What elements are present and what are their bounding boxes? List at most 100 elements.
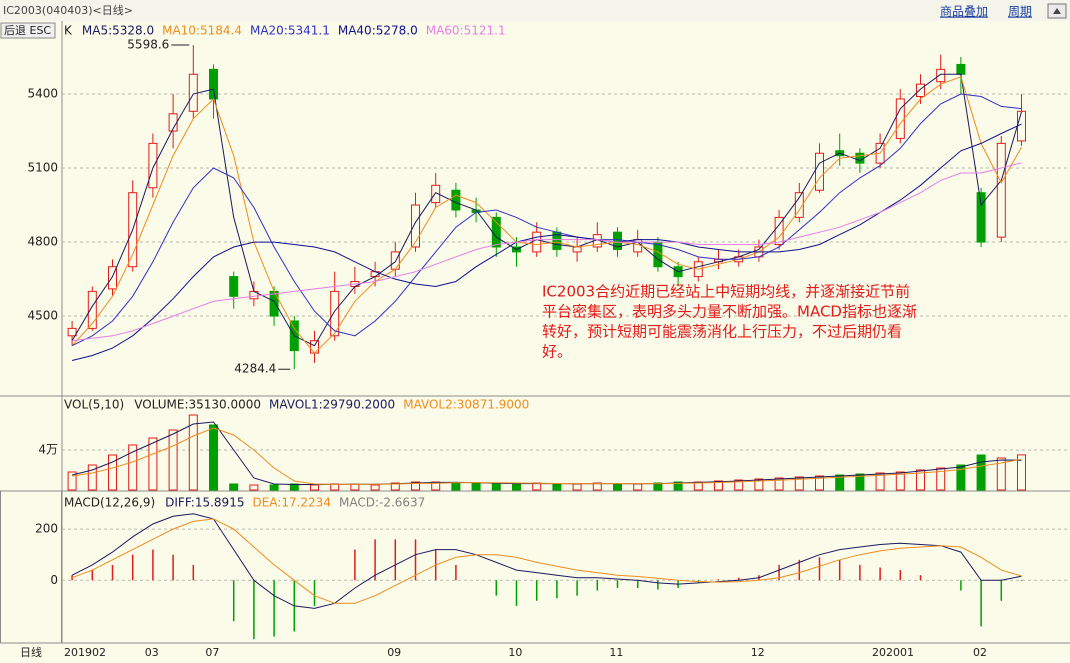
annotation-line: IC2003合约近期已经站上中短期均线，并逐渐接近节前	[542, 283, 910, 301]
volume-bar	[613, 483, 622, 491]
legend-entry: MA20:5341.1	[250, 24, 330, 38]
x-tick-label: 201902	[64, 646, 106, 659]
volume-bar	[249, 484, 259, 491]
volume-bar	[390, 482, 400, 491]
volume-bar	[754, 478, 764, 491]
panel-label: VOL(5,10)	[64, 398, 124, 412]
candle-body	[613, 231, 622, 250]
volume-bar	[592, 482, 602, 491]
legend-entry: MAVOL2:30871.9000	[403, 398, 529, 412]
volume-bar	[67, 471, 77, 491]
back-button[interactable]: 后退 ESC	[0, 22, 56, 39]
volume-bar	[734, 479, 744, 491]
icon-glyph[interactable]	[1053, 8, 1061, 14]
volume-bar	[512, 483, 521, 491]
button-label[interactable]: 后退 ESC	[4, 24, 51, 37]
candle-body	[936, 68, 946, 83]
candle-body	[976, 192, 986, 243]
annotation-line: 转好，预计短期可能震荡消化上行压力，不过后期仍看	[542, 323, 902, 341]
indicator-line	[72, 162, 1022, 342]
candle-body	[269, 290, 279, 317]
candle-body	[87, 290, 97, 329]
volume-bar	[168, 429, 178, 491]
window-title: IC2003(040403)<日线>	[3, 3, 133, 17]
candle-body	[229, 276, 239, 297]
legend-entry: MA40:5278.0	[338, 24, 418, 38]
y-tick-label: 4500	[27, 309, 58, 323]
candle-body	[310, 340, 319, 354]
side-box	[0, 490, 62, 644]
candle-body	[895, 98, 905, 139]
indicator-line	[72, 427, 1022, 485]
volume-bar	[956, 464, 966, 491]
candle-body	[451, 189, 461, 211]
volume-bar	[229, 483, 239, 491]
candle-body	[996, 142, 1006, 238]
volume-bar	[370, 484, 380, 491]
volume-bar	[714, 480, 723, 491]
volume-bar	[128, 444, 138, 491]
candle-body	[956, 63, 966, 75]
indicator-line	[71, 73, 1022, 347]
volume-bar	[653, 482, 663, 491]
candle-body	[67, 327, 77, 337]
volume-bar	[976, 454, 986, 491]
volume-bar	[895, 471, 905, 491]
volume-bar	[310, 484, 319, 491]
volume-bar	[916, 469, 925, 491]
x-tick-label: 03	[145, 646, 159, 659]
volume-bar	[673, 481, 683, 491]
volume-bar	[855, 473, 865, 491]
y-tick-label: 4800	[27, 235, 58, 249]
low-label: 4284.4	[234, 362, 276, 376]
volume-bar	[572, 483, 582, 491]
overlay-link[interactable]: 商品叠加	[940, 4, 988, 19]
indicator-line	[71, 123, 1022, 361]
legend-entry: MA5:5328.0	[82, 24, 154, 38]
annotation-line: 好。	[542, 343, 572, 361]
high-label: 5598.6	[127, 38, 169, 52]
indicator-line	[71, 518, 1022, 604]
candle-body	[1017, 110, 1026, 142]
period-link[interactable]: 周期	[1008, 5, 1032, 19]
indicator-line	[71, 93, 1022, 347]
volume-bar	[633, 483, 643, 491]
legend-entry: VOLUME:35130.0000	[134, 398, 261, 412]
y-tick-label: 0	[50, 573, 58, 587]
x-tick-label: 02	[973, 646, 987, 659]
annotation-line: 平台密集区，表明多头力量不断加强。MACD指标也逐渐	[542, 303, 917, 321]
volume-bar	[794, 476, 804, 491]
panel-label: K	[64, 24, 73, 38]
volume-bar	[552, 483, 562, 491]
volume-bar	[1017, 454, 1026, 491]
volume-bar	[87, 464, 97, 491]
volume-bar	[875, 472, 885, 491]
volume-bar	[835, 474, 845, 491]
x-tick-label: 12	[751, 646, 765, 659]
volume-bar	[350, 483, 360, 491]
y-tick-label: 4万	[38, 443, 58, 457]
volume-bar	[451, 482, 461, 491]
x-tick-label: 202001	[872, 646, 914, 659]
candle-body	[855, 152, 865, 164]
candle-body	[411, 204, 420, 248]
y-tick-label: 5400	[27, 87, 58, 101]
volume-bar	[936, 467, 946, 491]
x-tick-label: 09	[387, 646, 401, 659]
y-tick-label: 5100	[27, 161, 58, 175]
volume-bar	[148, 437, 158, 491]
candle-body	[815, 152, 824, 191]
volume-bar	[471, 482, 481, 491]
candle-body	[390, 251, 400, 270]
x-tick-label: 07	[205, 646, 219, 659]
candle-body	[572, 246, 582, 253]
toolbar-icon[interactable]	[1047, 3, 1067, 19]
candle-body	[532, 231, 542, 253]
candle-body	[330, 290, 340, 337]
y-tick-label: 200	[35, 522, 58, 536]
legend-entry: MA60:5121.1	[426, 24, 506, 38]
volume-bar	[491, 483, 501, 491]
x-tick-label: 11	[609, 646, 623, 659]
button-frame[interactable]	[0, 22, 56, 39]
